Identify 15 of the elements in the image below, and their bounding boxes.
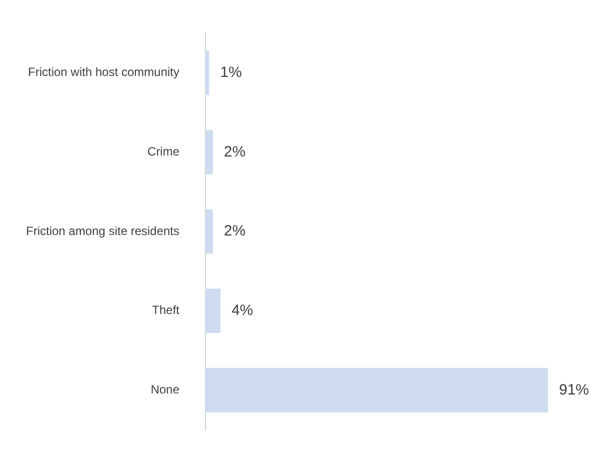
y-tick-label: Friction among site residents xyxy=(26,224,180,238)
bar xyxy=(205,130,213,174)
y-tick-label: Friction with host community xyxy=(28,65,180,80)
bar xyxy=(205,50,210,96)
bar xyxy=(205,368,548,412)
data-label: 1% xyxy=(220,64,242,81)
data-label: 91% xyxy=(559,381,590,398)
y-tick-label: None xyxy=(150,382,180,396)
y-tick-label: Theft xyxy=(152,303,180,318)
bar xyxy=(205,288,220,334)
data-label: 4% xyxy=(231,302,254,319)
data-label: 2% xyxy=(224,222,246,240)
data-label: 2% xyxy=(224,143,246,160)
y-tick-label: Crime xyxy=(147,144,180,158)
bar xyxy=(205,209,213,254)
